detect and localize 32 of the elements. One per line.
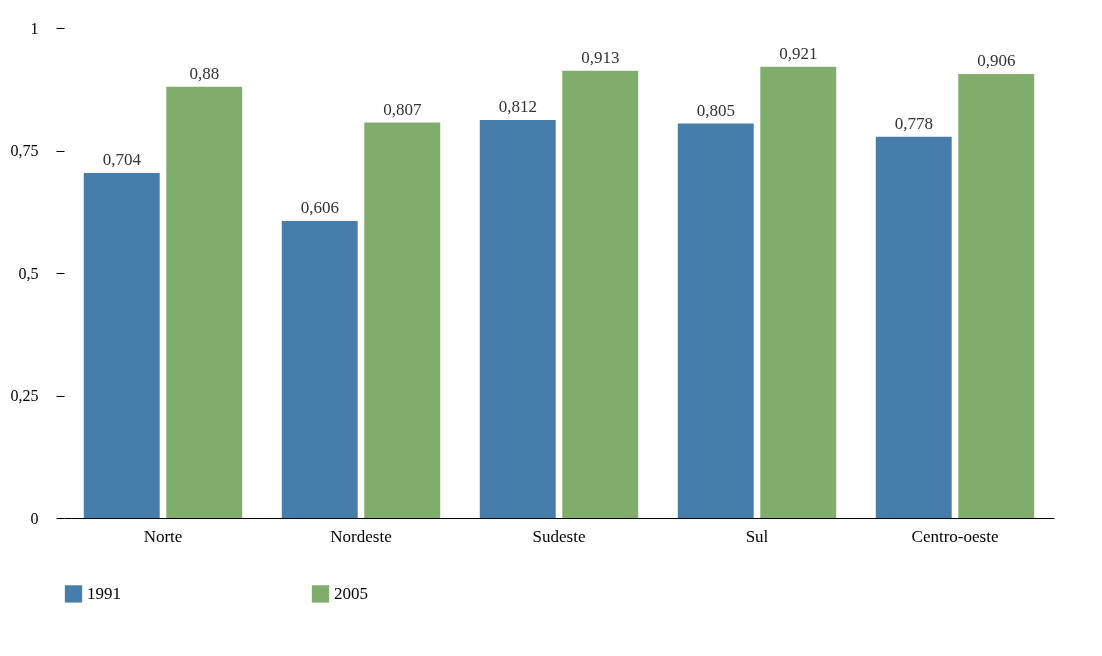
x-tick-label: Norte (143, 526, 183, 546)
data-label: 0,812 (498, 97, 537, 117)
bar (562, 70, 639, 518)
data-label: 0,778 (894, 113, 933, 133)
bar (166, 86, 243, 518)
bar (479, 120, 556, 518)
data-label: 0,704 (102, 150, 142, 170)
legend-label: 1991 (87, 583, 121, 603)
x-tick-label: Nordeste (330, 526, 392, 546)
data-label: 0,805 (696, 100, 735, 120)
data-label: 0,807 (383, 99, 422, 119)
y-tick-label: 1 (30, 19, 39, 37)
bar (281, 221, 358, 518)
bar (677, 123, 754, 518)
bar (83, 173, 160, 518)
data-label: 0,913 (581, 47, 620, 67)
data-label: 0,906 (977, 51, 1016, 71)
bar (760, 66, 837, 518)
data-label: 0,606 (300, 198, 339, 218)
x-tick-label: Sudeste (532, 526, 586, 546)
data-label: 0,921 (779, 43, 818, 63)
y-tick-label: 0,5 (18, 264, 39, 282)
legend-label: 2005 (334, 583, 368, 603)
bar (958, 74, 1035, 518)
bar (364, 122, 441, 518)
y-tick-label: 0 (30, 509, 39, 527)
y-tick-label: 0,75 (10, 142, 39, 159)
y-tick-label: 0,25 (10, 387, 39, 404)
x-tick-label: Centro-oeste (911, 526, 999, 546)
x-tick-label: Sul (745, 526, 769, 546)
bar (875, 136, 952, 518)
data-label: 0,88 (189, 63, 220, 83)
